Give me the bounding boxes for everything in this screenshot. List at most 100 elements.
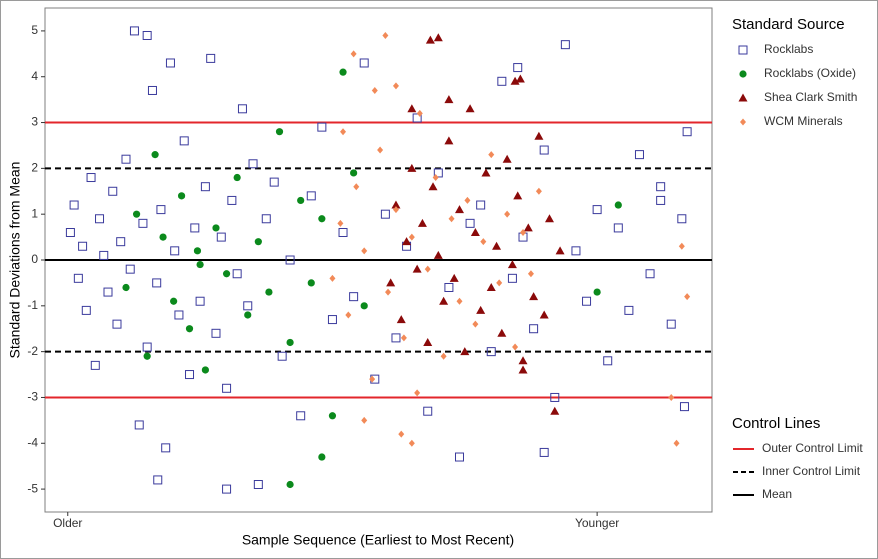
point bbox=[571, 246, 581, 256]
point bbox=[108, 186, 118, 196]
point bbox=[81, 305, 91, 315]
point bbox=[402, 237, 412, 246]
point bbox=[338, 228, 348, 238]
y-tick-label: -2 bbox=[27, 344, 38, 358]
point bbox=[539, 310, 549, 319]
legend-label: WCM Minerals bbox=[764, 114, 843, 128]
point bbox=[277, 351, 287, 361]
point bbox=[369, 375, 376, 383]
point bbox=[520, 229, 527, 237]
point bbox=[486, 282, 496, 291]
point bbox=[684, 293, 691, 301]
point bbox=[682, 127, 692, 137]
point bbox=[361, 416, 368, 424]
point bbox=[550, 406, 560, 415]
y-tick-label: 0 bbox=[31, 252, 38, 266]
point bbox=[122, 283, 130, 292]
point bbox=[539, 145, 549, 155]
point bbox=[544, 214, 554, 223]
point bbox=[555, 246, 565, 255]
point bbox=[392, 82, 399, 90]
legend-label: Rocklabs (Oxide) bbox=[764, 66, 856, 80]
point bbox=[349, 292, 359, 302]
point bbox=[560, 40, 570, 50]
point bbox=[539, 447, 549, 457]
point bbox=[350, 50, 357, 58]
point bbox=[408, 439, 415, 447]
point bbox=[417, 218, 427, 227]
y-tick-label: -1 bbox=[27, 298, 38, 312]
y-axis-label: Standard Deviations from Mean bbox=[7, 162, 23, 359]
point bbox=[396, 315, 406, 324]
point bbox=[243, 301, 253, 311]
point bbox=[440, 352, 447, 360]
point bbox=[222, 270, 231, 278]
point bbox=[497, 328, 507, 337]
point bbox=[449, 273, 459, 282]
point bbox=[656, 182, 666, 192]
legend-marker bbox=[738, 93, 748, 102]
point bbox=[454, 452, 464, 462]
point bbox=[634, 150, 644, 160]
legend-title: Standard Source bbox=[732, 16, 845, 33]
point bbox=[391, 333, 401, 343]
y-tick-label: 4 bbox=[31, 69, 38, 83]
point bbox=[432, 174, 439, 182]
point bbox=[121, 154, 131, 164]
point bbox=[134, 420, 144, 430]
point bbox=[497, 76, 507, 86]
point bbox=[407, 104, 417, 113]
point bbox=[371, 86, 378, 94]
point bbox=[170, 297, 178, 305]
point bbox=[285, 255, 295, 265]
point bbox=[645, 269, 655, 279]
point bbox=[439, 296, 449, 305]
point bbox=[86, 173, 96, 183]
point bbox=[337, 219, 344, 227]
point bbox=[433, 33, 443, 42]
point bbox=[360, 302, 368, 310]
point bbox=[275, 128, 284, 136]
point bbox=[444, 282, 454, 292]
point bbox=[116, 237, 126, 247]
point bbox=[286, 338, 294, 347]
point bbox=[550, 392, 560, 402]
point bbox=[216, 232, 226, 242]
point bbox=[518, 365, 528, 374]
point bbox=[227, 195, 237, 205]
point bbox=[677, 214, 687, 224]
point bbox=[593, 288, 601, 296]
point bbox=[476, 305, 486, 314]
point bbox=[129, 26, 139, 36]
point bbox=[177, 192, 186, 200]
point bbox=[412, 264, 422, 273]
y-tick-label: -5 bbox=[27, 481, 38, 495]
point bbox=[329, 274, 336, 282]
point bbox=[179, 136, 189, 146]
point bbox=[534, 131, 544, 140]
point bbox=[423, 337, 433, 346]
point bbox=[603, 356, 613, 366]
point bbox=[428, 182, 438, 191]
y-tick-label: -4 bbox=[27, 435, 38, 449]
legend-marker bbox=[738, 45, 748, 55]
point bbox=[350, 169, 358, 177]
point bbox=[480, 238, 487, 246]
point bbox=[535, 187, 542, 195]
point bbox=[142, 342, 152, 352]
point bbox=[161, 443, 171, 453]
point bbox=[510, 76, 520, 85]
point bbox=[69, 200, 79, 210]
point bbox=[666, 319, 676, 329]
point bbox=[296, 411, 306, 421]
point bbox=[385, 288, 392, 296]
point bbox=[269, 177, 279, 187]
point bbox=[306, 191, 316, 201]
y-tick-label: 3 bbox=[31, 115, 38, 129]
point bbox=[414, 389, 421, 397]
point bbox=[679, 402, 689, 412]
point bbox=[248, 159, 258, 169]
point bbox=[465, 218, 475, 228]
point bbox=[65, 228, 75, 238]
point bbox=[523, 223, 533, 232]
